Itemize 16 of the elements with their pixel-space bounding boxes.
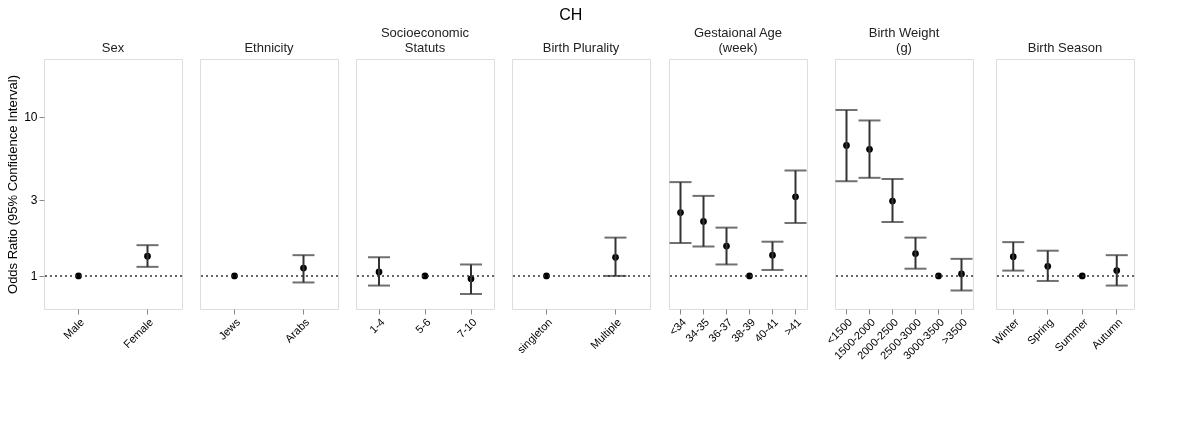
x-tick-label: 1-4 <box>367 315 387 336</box>
chart-subtitle: Socioeconomic Statuts <box>380 25 470 55</box>
y-tick-label: 1 <box>30 269 38 284</box>
y-tick-label: 3 <box>30 193 38 208</box>
chart-subtitle: Gestaional Age (week) <box>693 25 783 55</box>
chart-subtitle: Birth Weight (g) <box>868 25 940 55</box>
chart-subtitle: Birth Plurality <box>542 40 620 55</box>
y-tick-label: 10 <box>24 110 38 125</box>
chart-title: CH <box>559 5 583 23</box>
chart-subtitle: Birth Season <box>1027 40 1103 55</box>
y-axis-title: Odds Ratio (95% Confidence Interval) <box>5 75 21 294</box>
x-tick-label: 5-6 <box>413 315 433 336</box>
x-tick-label: 7-10 <box>454 315 479 340</box>
x-tick-label: >41 <box>781 315 804 338</box>
chart-subtitle: Ethnicity <box>244 40 295 55</box>
chart-subtitle: Sex <box>101 40 125 55</box>
